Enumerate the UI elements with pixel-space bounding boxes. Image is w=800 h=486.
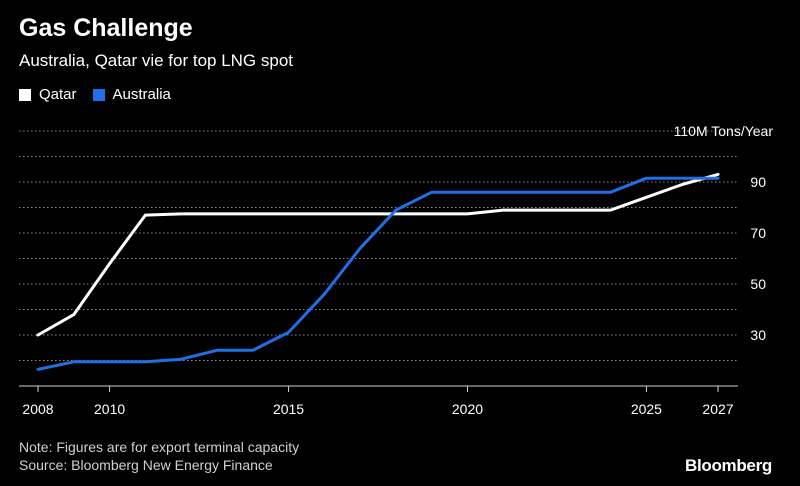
data-point-australia bbox=[394, 209, 397, 212]
y-axis-unit-label: 110M Tons/Year bbox=[674, 123, 774, 139]
data-point-qatar bbox=[538, 209, 541, 212]
data-point-australia bbox=[180, 358, 183, 361]
data-point-australia bbox=[108, 360, 111, 363]
data-point-qatar bbox=[717, 173, 720, 176]
y-tick-label: 30 bbox=[750, 327, 766, 343]
x-tick-label: 2015 bbox=[273, 401, 304, 417]
legend-swatch-australia bbox=[92, 88, 105, 101]
data-point-qatar bbox=[359, 212, 362, 215]
data-point-australia bbox=[502, 191, 505, 194]
series bbox=[36, 172, 720, 371]
note-text: Note: Figures are for export terminal ca… bbox=[19, 439, 300, 455]
data-point-qatar bbox=[287, 212, 290, 215]
y-tick-label: 50 bbox=[750, 276, 766, 292]
data-point-qatar bbox=[251, 212, 254, 215]
data-point-qatar bbox=[37, 334, 40, 337]
data-point-australia bbox=[573, 191, 576, 194]
data-point-qatar bbox=[108, 262, 111, 265]
data-point-australia bbox=[72, 360, 75, 363]
x-tick-label: 2020 bbox=[452, 401, 483, 417]
data-point-qatar bbox=[645, 196, 648, 199]
data-point-australia bbox=[538, 191, 541, 194]
x-tick-label: 2027 bbox=[702, 401, 733, 417]
chart-title: Gas Challenge bbox=[19, 14, 193, 42]
data-point-qatar bbox=[466, 212, 469, 215]
chart-subtitle: Australia, Qatar vie for top LNG spot bbox=[19, 51, 294, 70]
source-text: Source: Bloomberg New Energy Finance bbox=[19, 457, 273, 473]
data-point-qatar bbox=[681, 183, 684, 186]
data-point-qatar bbox=[502, 209, 505, 212]
data-point-qatar bbox=[180, 212, 183, 215]
data-point-australia bbox=[323, 293, 326, 296]
data-point-australia bbox=[37, 368, 40, 371]
legend-swatch-qatar bbox=[19, 88, 31, 101]
legend-label-qatar: Qatar bbox=[39, 86, 77, 103]
data-point-qatar bbox=[573, 209, 576, 212]
series-line-qatar bbox=[36, 172, 720, 337]
x-tick-label: 2008 bbox=[22, 401, 53, 417]
data-point-australia bbox=[609, 191, 612, 194]
series-line-australia bbox=[36, 176, 720, 371]
legend: Qatar Australia bbox=[19, 86, 187, 103]
legend-item-qatar: Qatar bbox=[19, 86, 77, 103]
data-point-australia bbox=[645, 177, 648, 180]
data-point-australia bbox=[215, 349, 218, 352]
x-tick-label: 2010 bbox=[94, 401, 125, 417]
bloomberg-logo: Bloomberg bbox=[684, 456, 772, 475]
data-point-qatar bbox=[144, 214, 147, 217]
axes: 30 50 70 90 110M Tons/Year 2008 2010 2015 2020 20… bbox=[22, 123, 773, 417]
data-point-qatar bbox=[72, 313, 75, 316]
data-point-australia bbox=[681, 177, 684, 180]
data-point-australia bbox=[287, 331, 290, 334]
data-point-australia bbox=[144, 360, 147, 363]
data-point-qatar bbox=[430, 212, 433, 215]
data-point-australia bbox=[466, 191, 469, 194]
grid bbox=[19, 130, 738, 387]
data-point-australia bbox=[717, 177, 720, 180]
legend-item-australia: Australia bbox=[92, 86, 171, 103]
x-tick-label: 2025 bbox=[631, 401, 662, 417]
data-point-qatar bbox=[215, 212, 218, 215]
footnote: Note: Figures are for export terminal ca… bbox=[19, 438, 299, 474]
data-point-australia bbox=[251, 349, 254, 352]
y-tick-label: 70 bbox=[750, 225, 766, 241]
legend-label-australia: Australia bbox=[112, 86, 171, 103]
data-point-qatar bbox=[609, 209, 612, 212]
data-point-australia bbox=[430, 191, 433, 194]
data-point-qatar bbox=[323, 212, 326, 215]
data-point-australia bbox=[359, 247, 362, 250]
y-tick-label: 90 bbox=[750, 174, 766, 190]
